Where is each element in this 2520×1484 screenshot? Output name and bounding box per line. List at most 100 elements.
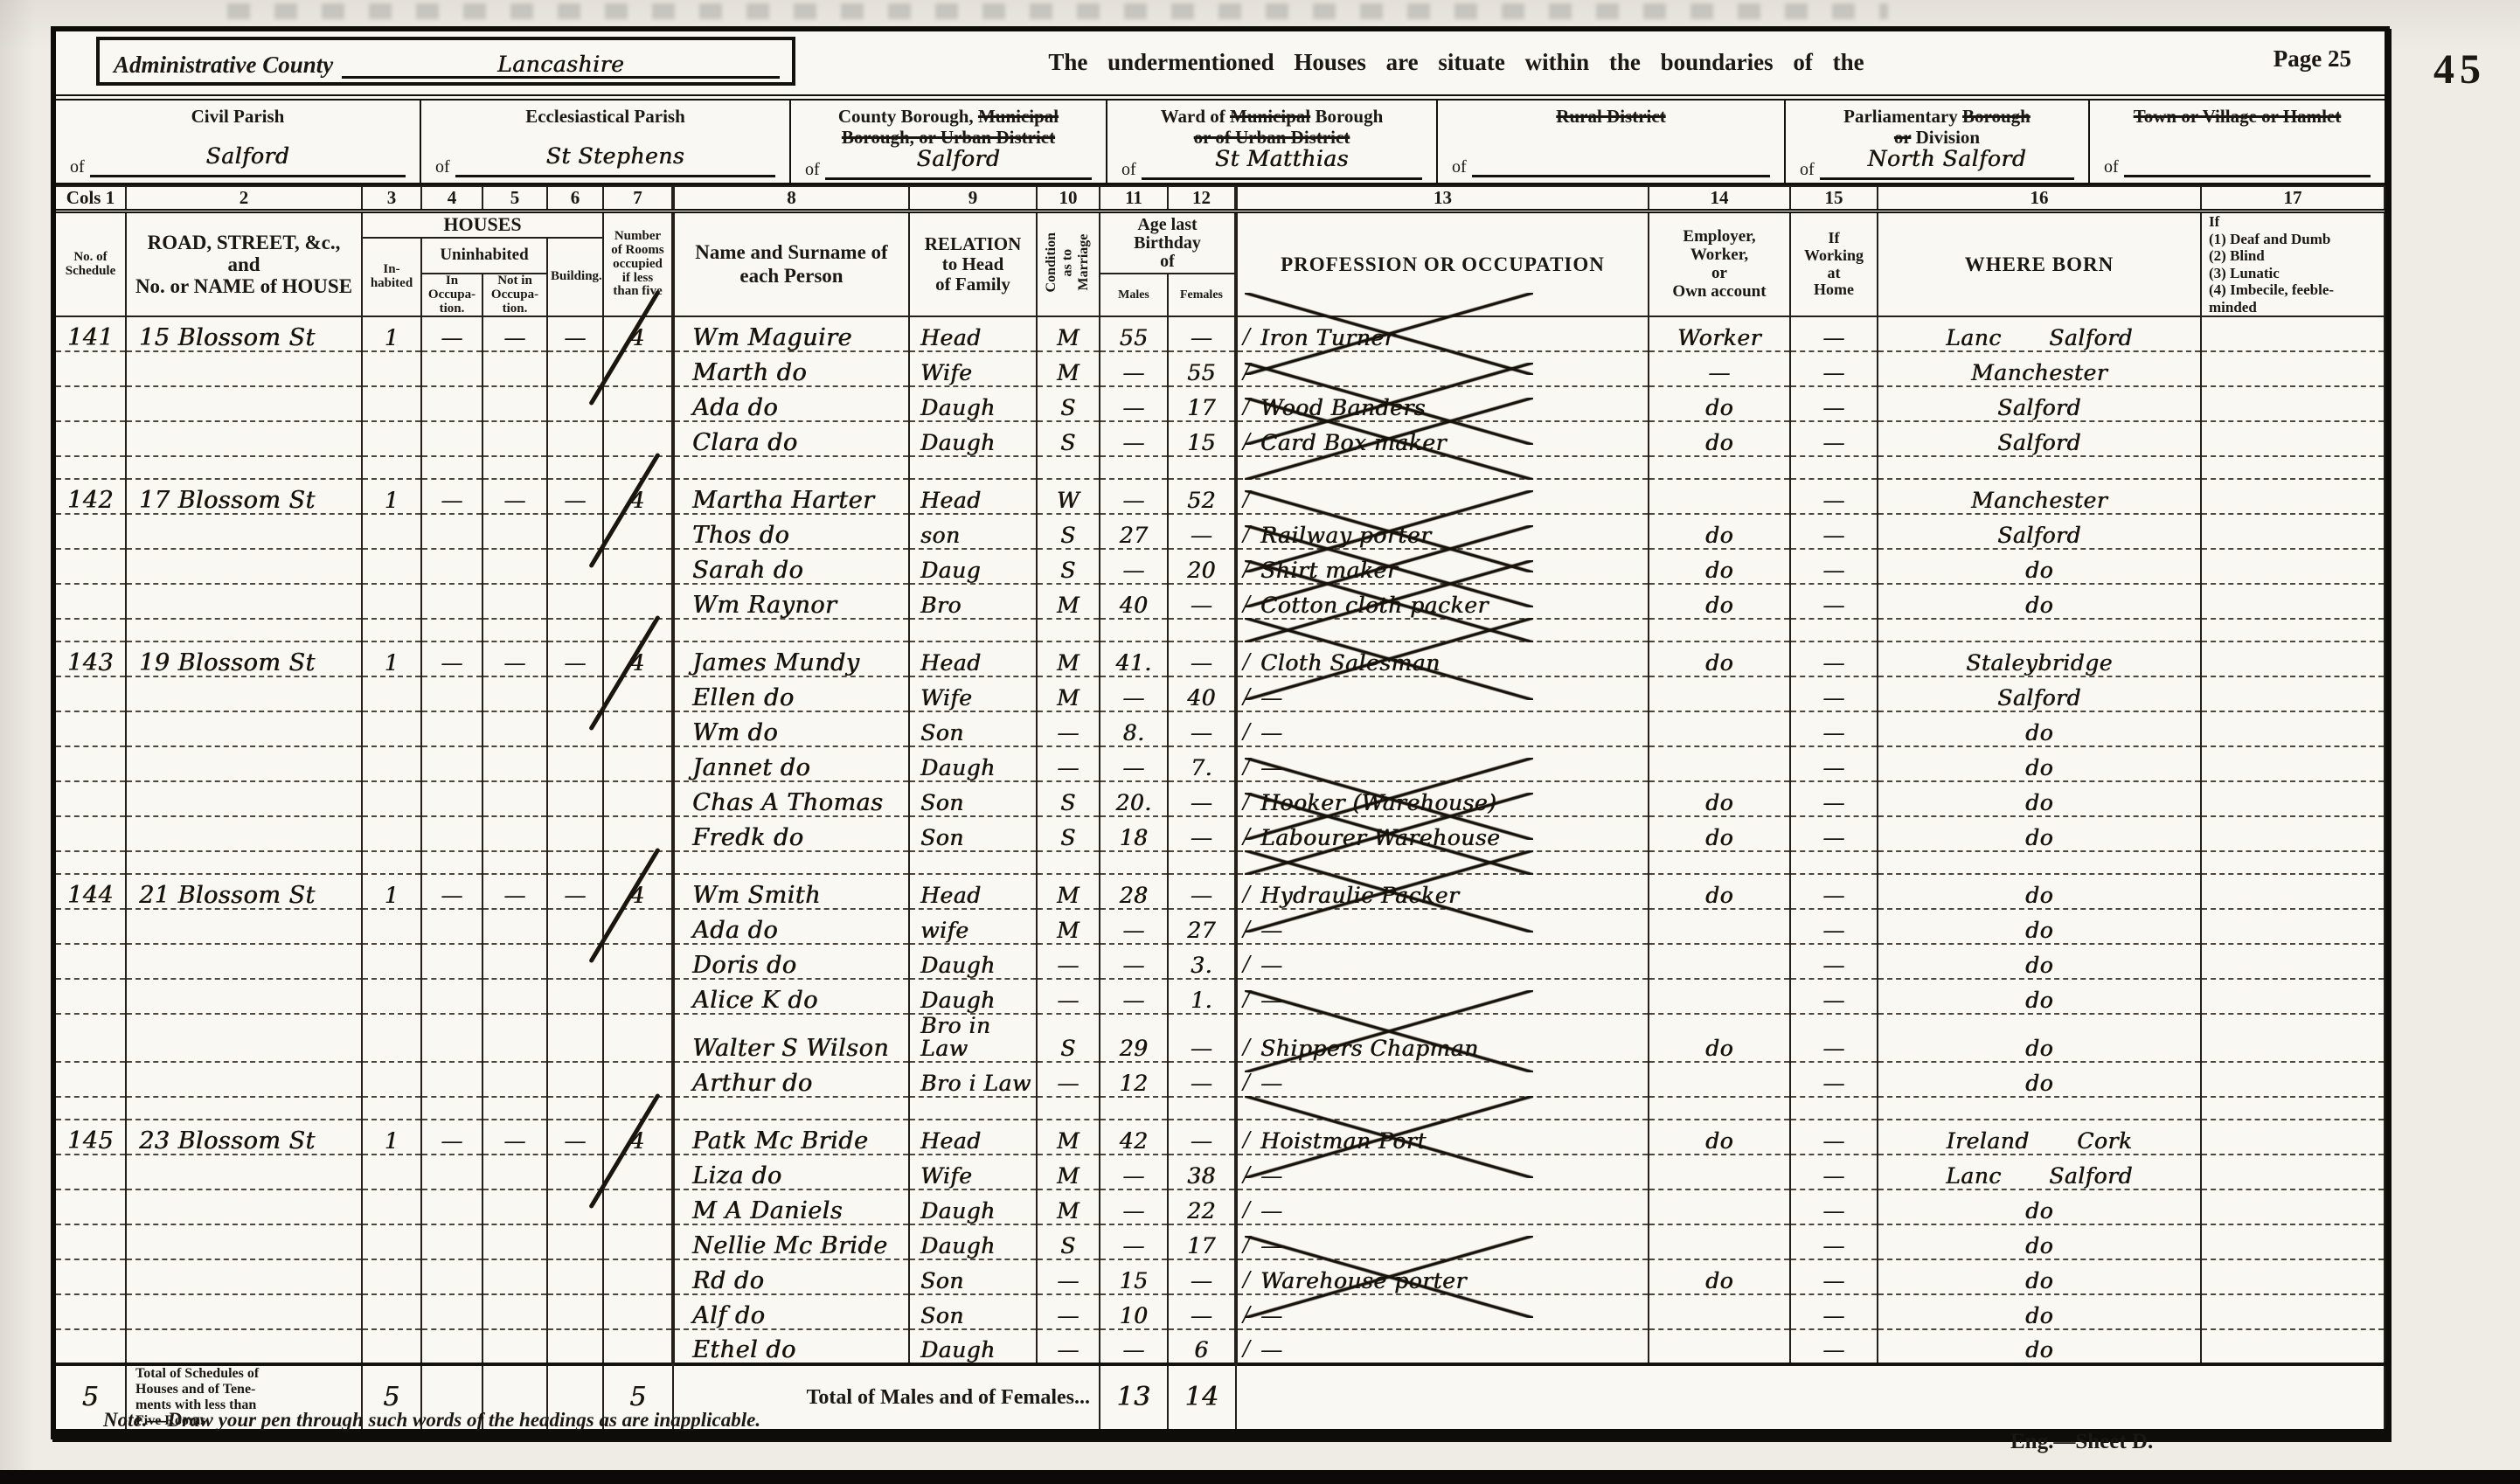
cell-u_not	[482, 979, 548, 1016]
cell-rooms: 4	[602, 479, 674, 516]
handwritten-bld: —	[564, 488, 587, 514]
cell-u_not	[482, 421, 548, 458]
handwritten-rel: Wife	[920, 685, 973, 711]
cell-name: Ellen do	[671, 676, 910, 713]
header-not-in-occupation: Not in Occupa- tion.	[482, 273, 548, 318]
cell-bld	[546, 1014, 604, 1064]
cell-u_in	[420, 909, 483, 946]
handwritten-born: do	[2024, 720, 2054, 746]
cell-dis	[2200, 944, 2385, 981]
handwritten-name: Walter S Wilson	[692, 1035, 890, 1063]
handwritten-cond: —	[1057, 1071, 1080, 1097]
cell-occ: —	[1234, 676, 1649, 713]
handwritten-born: do	[2024, 1036, 2054, 1062]
cell-rel: Daug	[908, 549, 1038, 586]
handwritten-m: 10	[1119, 1303, 1149, 1329]
cell-u_in	[420, 711, 483, 748]
empty-cell	[602, 456, 674, 481]
cell-inh	[361, 1062, 422, 1099]
handwritten-cond: M	[1056, 650, 1080, 676]
empty-cell	[2200, 619, 2385, 643]
cell-dis	[2200, 711, 2385, 748]
empty-cell	[1648, 1097, 1791, 1121]
cell-bld: —	[546, 641, 604, 678]
cell-inh	[361, 584, 422, 621]
cell-addr	[125, 1014, 363, 1064]
handwritten-rel: Bro i Law	[920, 1071, 1031, 1097]
cell-u_in: —	[420, 1120, 483, 1156]
cell-dis	[2200, 1294, 2385, 1331]
cell-f: 55	[1167, 351, 1237, 388]
handwritten-home: —	[1822, 825, 1845, 851]
cell-bld	[546, 1259, 604, 1296]
cell-inh: 1	[361, 874, 422, 911]
district-value-line: of	[1447, 145, 1775, 179]
handwritten-rel: Daugh	[920, 988, 996, 1014]
cell-m: 15	[1099, 1259, 1169, 1296]
cell-emp: do	[1648, 1014, 1791, 1064]
cell-name: Thos do	[671, 514, 910, 551]
col-number-9: 9	[908, 185, 1038, 213]
handwritten-name: James Mundy	[692, 649, 860, 677]
of-label: of	[1452, 157, 1467, 177]
empty-cell	[671, 456, 910, 481]
empty-cell	[1234, 1097, 1649, 1121]
handwritten-home: —	[1822, 395, 1845, 421]
handwritten-cond: —	[1057, 1337, 1080, 1363]
handwritten-emp: do	[1704, 650, 1734, 676]
cell-m: 55	[1099, 316, 1169, 353]
col-number-11: 11	[1099, 185, 1169, 213]
district-label: Ward of Municipal Borough or of Urban Dis…	[1116, 106, 1427, 148]
cell-addr	[125, 549, 363, 586]
empty-cell	[125, 619, 363, 643]
cell-emp: do	[1648, 816, 1791, 853]
cell-cond: S	[1036, 1014, 1100, 1064]
handwritten-born: Ireland Cork	[1946, 1128, 2133, 1155]
cell-occ: Warehouse porter	[1234, 1236, 1649, 1319]
cell-cond: M	[1036, 1189, 1100, 1226]
handwritten-addr: 21 Blossom St	[139, 882, 316, 910]
cell-bld	[546, 944, 604, 981]
person-row: Thos do son S 27 — Railway porter do — Salford	[56, 490, 2385, 573]
handwritten-occ: —	[1260, 1198, 1283, 1224]
district-label: Civil Parish	[65, 106, 411, 127]
cell-u_not: —	[482, 874, 548, 911]
cell-home: —	[1789, 1155, 1878, 1191]
header-name: Name and Surname of each Person	[671, 210, 910, 318]
cell-rel: Wife	[908, 351, 1038, 388]
totals-females-cell: 14	[1167, 1363, 1237, 1432]
col-number-17: 17	[2200, 185, 2385, 213]
cell-u_in: —	[420, 874, 483, 911]
cell-born: Manchester	[1877, 479, 2202, 516]
of-label: of	[435, 157, 450, 177]
cell-bld	[546, 711, 604, 748]
handwritten-m: 12	[1119, 1071, 1149, 1097]
cell-u_not	[482, 711, 548, 748]
cell-name: Rd do	[671, 1259, 910, 1296]
census-table-wrap: Cols 1 2 3 4 5 6 7 8 9 10 11 12 13 14	[56, 185, 2385, 1434]
cell-occ: —	[1234, 711, 1649, 748]
district-value: St Matthias	[1214, 146, 1349, 172]
cell-f: 17	[1167, 1224, 1237, 1261]
cell-rel: Daugh	[908, 1224, 1038, 1261]
cell-addr	[125, 944, 363, 981]
value-underline	[1471, 145, 1770, 177]
empty-cell	[56, 851, 127, 876]
handwritten-cond: —	[1057, 720, 1080, 746]
handwritten-home: —	[1822, 988, 1845, 1014]
handwritten-cond: M	[1056, 325, 1080, 351]
cell-home: —	[1789, 351, 1878, 388]
handwritten-occ: —	[1260, 685, 1283, 711]
handwritten-sched: 142	[66, 487, 115, 515]
handwritten-home: —	[1822, 1233, 1845, 1259]
cell-home: —	[1789, 711, 1878, 748]
table-totals: 5 Total of Schedules of Houses and of Te…	[56, 1363, 2385, 1432]
cell-born: Salford	[1877, 421, 2202, 458]
empty-cell	[361, 456, 422, 481]
handwritten-born: do	[2024, 755, 2054, 781]
cell-born: do	[1877, 549, 2202, 586]
empty-cell	[420, 1097, 483, 1121]
empty-cell	[602, 619, 674, 643]
cell-occ	[1234, 479, 1649, 516]
